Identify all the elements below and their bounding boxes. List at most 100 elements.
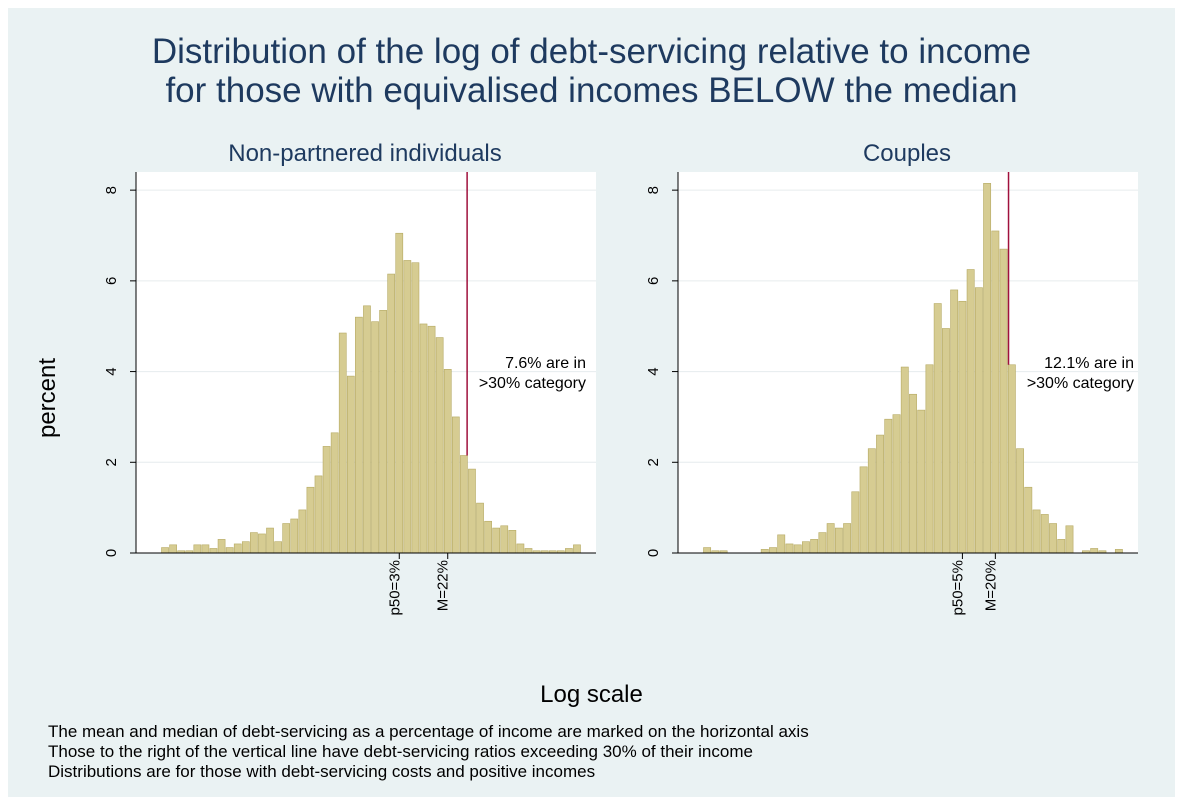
- histogram-bar: [460, 455, 468, 554]
- histogram-bar: [209, 548, 218, 554]
- histogram-bar: [1049, 523, 1057, 554]
- histogram-bar: [338, 332, 347, 554]
- y-tick-label: 8: [103, 186, 120, 194]
- y-tick-label: 6: [645, 277, 662, 285]
- histogram-bar: [1007, 364, 1016, 554]
- y-tick-label: 2: [103, 458, 120, 466]
- histogram-bar: [161, 547, 169, 554]
- histogram-bar: [290, 518, 299, 554]
- histogram-bar: [777, 534, 786, 554]
- histogram-bar: [193, 544, 202, 554]
- note-line-1: The mean and median of debt-servicing as…: [48, 722, 809, 741]
- histogram-bar: [793, 544, 802, 554]
- y-tick-label: 6: [103, 277, 120, 285]
- histogram-bar: [250, 532, 258, 554]
- x-marker-label: M=22%: [435, 560, 452, 611]
- y-tick-label: 4: [645, 367, 662, 375]
- histogram-bar: [492, 527, 501, 554]
- histogram-bar: [966, 269, 975, 554]
- histogram-bar: [500, 525, 509, 554]
- histogram-bar: [933, 303, 942, 554]
- histogram-bar: [241, 541, 250, 554]
- histogram-bar: [379, 310, 387, 554]
- histogram-bar: [958, 300, 967, 554]
- histogram-bar: [974, 287, 983, 554]
- histogram-bar: [395, 232, 404, 554]
- histogram-bar: [468, 468, 476, 554]
- histogram-bar: [769, 547, 777, 554]
- histogram-bar: [909, 393, 917, 554]
- histogram-bar: [524, 548, 533, 554]
- y-tick-label: 0: [103, 549, 120, 557]
- histogram-bar: [1016, 448, 1024, 554]
- threshold-label-line2: >30% category: [1027, 375, 1134, 392]
- chart-title-line2: for those with equivalised incomes BELOW…: [165, 71, 1018, 110]
- histogram-bar: [298, 509, 307, 554]
- histogram-bar: [867, 448, 876, 554]
- histogram-bar: [363, 305, 371, 554]
- histogram-bar: [233, 543, 242, 554]
- y-tick-label: 2: [645, 458, 662, 466]
- histogram-bar: [443, 369, 452, 554]
- histogram-bar: [355, 316, 363, 554]
- chart-notes: The mean and median of debt-servicing as…: [48, 722, 809, 782]
- histogram-bar: [217, 539, 226, 554]
- histogram-bar: [508, 530, 517, 554]
- x-marker-label: p50=5%: [949, 560, 966, 615]
- note-line-3: Distributions are for those with debt-se…: [48, 762, 596, 781]
- y-tick-label: 0: [645, 549, 662, 557]
- histogram-bar: [266, 527, 274, 554]
- histogram-bar: [573, 544, 581, 554]
- histogram-bar: [1065, 525, 1074, 554]
- histogram-bar: [1114, 549, 1123, 554]
- histogram-bar: [884, 418, 893, 554]
- histogram-bar: [991, 230, 1000, 554]
- chart-title-line1: Distribution of the log of debt-servicin…: [151, 32, 1032, 71]
- histogram-bar: [876, 434, 884, 554]
- histogram-bar: [859, 466, 868, 554]
- histogram-bar: [484, 520, 492, 554]
- histogram-bar: [760, 549, 769, 554]
- histogram-bar: [451, 416, 460, 554]
- histogram-bar: [427, 325, 436, 554]
- histogram-bar: [258, 533, 266, 554]
- y-tick-label: 8: [645, 186, 662, 194]
- histogram-bar: [274, 541, 282, 554]
- y-tick-label: 4: [103, 367, 120, 375]
- histogram-bar: [1057, 539, 1066, 554]
- x-marker-label: p50=3%: [386, 560, 403, 615]
- histogram-bar: [403, 260, 412, 554]
- histogram-bar: [314, 475, 323, 554]
- panel-non-partnered: 0 2 4 6 8 7.6% are in >30% category p50=3% M=22%: [103, 172, 596, 615]
- x-axis-label: Log scale: [540, 681, 643, 708]
- threshold-label-line1: 12.1% are in: [1044, 355, 1134, 372]
- histogram-bar: [818, 532, 827, 554]
- panel-couples: 0 2 4 6 8 12.1% are in >30% category p50=5% M=20…: [645, 172, 1138, 615]
- histogram-bar: [411, 262, 420, 554]
- histogram-bar: [826, 523, 835, 554]
- histogram-bar: [346, 375, 355, 554]
- histogram-bar: [282, 523, 291, 554]
- histogram-bar: [1040, 514, 1049, 554]
- note-line-2: Those to the right of the vertical line …: [48, 742, 753, 761]
- histogram-bar: [999, 248, 1008, 554]
- histogram-bar: [851, 491, 860, 554]
- histogram-bar: [892, 414, 901, 554]
- threshold-label-line1: 7.6% are in: [505, 355, 586, 372]
- x-marker-label: M=20%: [982, 560, 999, 611]
- histogram-bar: [306, 486, 315, 554]
- panel-title-non-partnered: Non-partnered individuals: [228, 140, 502, 167]
- histogram-bar: [785, 543, 794, 554]
- histogram-bar: [900, 366, 909, 554]
- histogram-bar: [225, 547, 234, 554]
- histogram-bar: [703, 547, 712, 554]
- histogram-bar: [476, 502, 484, 554]
- histogram-bar: [1090, 548, 1099, 554]
- histogram-bar: [201, 544, 210, 554]
- histogram-bar: [950, 289, 959, 554]
- histogram-bar: [810, 539, 819, 554]
- histogram-bar: [371, 321, 379, 554]
- histogram-bar: [942, 328, 950, 554]
- histogram-bar: [169, 544, 177, 554]
